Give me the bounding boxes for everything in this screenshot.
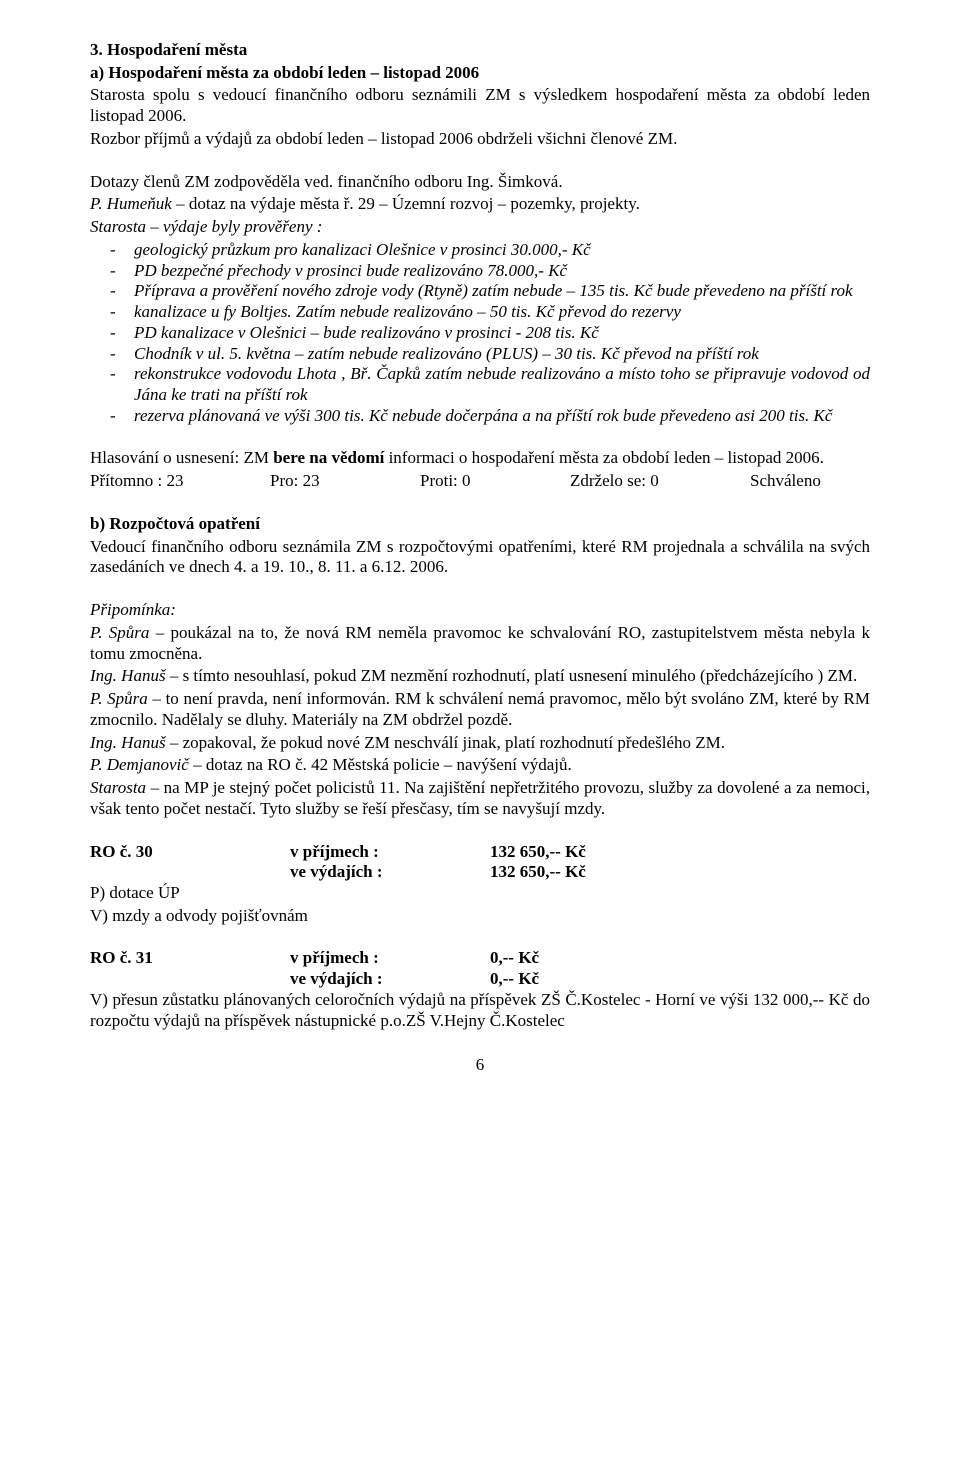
speaker-starosta-2: Starosta [90, 778, 146, 797]
ro-30-vydaje-label: ve výdajích : [290, 862, 490, 883]
pripominka-heading: Připomínka: [90, 600, 870, 621]
section-3: 3. Hospodaření města a) Hospodaření měst… [90, 40, 870, 150]
hlasovani-block: Hlasování o usnesení: ZM bere na vědomí … [90, 448, 870, 491]
speaker-demjanovic: P. Demjanovič [90, 755, 189, 774]
dotazy-block: Dotazy členů ZM zodpověděla ved. finančn… [90, 172, 870, 427]
pripominka-l1-rest: – s tímto nesouhlasí, pokud ZM nezmění r… [166, 666, 858, 685]
speaker-spura: P. Spůra [90, 623, 149, 642]
dotazy-line2-rest: – dotaz na výdaje města ř. 29 – Územní r… [172, 194, 640, 213]
ro-31-v-line: V) přesun zůstatku plánovaných celoroční… [90, 990, 870, 1031]
ro-30-block: RO č. 30 v příjmech : 132 650,-- Kč ve v… [90, 842, 870, 927]
section-3b-p1: Vedoucí finančního odboru seznámila ZM s… [90, 537, 870, 578]
starosta-intro: Starosta – výdaje byly prověřeny : [90, 217, 870, 238]
pripominka-l1: Ing. Hanuš – s tímto nesouhlasí, pokud Z… [90, 666, 870, 687]
pripominka-l4: P. Demjanovič – dotaz na RO č. 42 Městsk… [90, 755, 870, 776]
ro-30-v-line: V) mzdy a odvody pojišťovnám [90, 906, 870, 927]
ro-31-block: RO č. 31 v příjmech : 0,-- Kč ve výdajíc… [90, 948, 870, 1031]
ro-30-prijmy-label: v příjmech : [290, 842, 490, 863]
ro-31-row1: RO č. 31 v příjmech : 0,-- Kč [90, 948, 870, 969]
vote-pritomno: Přítomno : 23 [90, 471, 270, 492]
pripominka-l2-rest: – to není pravda, není informován. RM k … [90, 689, 870, 729]
starosta-intro-rest: – výdaje byly prověřeny : [146, 217, 322, 236]
dotazy-line1: Dotazy členů ZM zodpověděla ved. finančn… [90, 172, 870, 193]
speaker-starosta: Starosta [90, 217, 146, 236]
ro-30-prijmy-val: 132 650,-- Kč [490, 842, 690, 863]
list-item: Příprava a prověření nového zdroje vody … [134, 281, 870, 302]
ro-30-p-line: P) dotace ÚP [90, 883, 870, 904]
ro-31-vydaje-label: ve výdajích : [290, 969, 490, 990]
vote-zdrzelo: Zdrželo se: 0 [570, 471, 750, 492]
pripominka-l2: P. Spůra – to není pravda, není informov… [90, 689, 870, 730]
hlasovani-pre: Hlasování o usnesení: ZM [90, 448, 273, 467]
ro-31-label: RO č. 31 [90, 948, 290, 969]
pripominka-l5: Starosta – na MP je stejný počet policis… [90, 778, 870, 819]
ro-31-row2: ve výdajích : 0,-- Kč [90, 969, 870, 990]
section-3b-heading: b) Rozpočtová opatření [90, 514, 870, 535]
ro-30-vydaje-val: 132 650,-- Kč [490, 862, 690, 883]
pripominka-l0-rest: – poukázal na to, že nová RM neměla prav… [90, 623, 870, 663]
speaker-spura-2: P. Spůra [90, 689, 148, 708]
list-item: PD kanalizace v Olešnici – bude realizov… [134, 323, 870, 344]
pripominka-l3: Ing. Hanuš – zopakoval, že pokud nové ZM… [90, 733, 870, 754]
hlasovani-post: informaci o hospodaření města za období … [384, 448, 824, 467]
ro-31-vydaje-val: 0,-- Kč [490, 969, 690, 990]
pripominka-block: Připomínka: P. Spůra – poukázal na to, ž… [90, 600, 870, 819]
section-3a-heading: a) Hospodaření města za období leden – l… [90, 63, 870, 84]
ro-30-row2: ve výdajích : 132 650,-- Kč [90, 862, 870, 883]
dotazy-line2: P. Humeňuk – dotaz na výdaje města ř. 29… [90, 194, 870, 215]
pripominka-l3-rest: – zopakoval, že pokud nové ZM neschválí … [166, 733, 725, 752]
hlasovani-bold: bere na vědomí [273, 448, 384, 467]
page-number: 6 [90, 1055, 870, 1076]
list-item: rezerva plánovaná ve výši 300 tis. Kč ne… [134, 406, 870, 427]
list-item: kanalizace u fy Boltjes. Zatím nebude re… [134, 302, 870, 323]
ro-30-label: RO č. 30 [90, 842, 290, 863]
ro-30-row1: RO č. 30 v příjmech : 132 650,-- Kč [90, 842, 870, 863]
list-item: rekonstrukce vodovodu Lhota , Bř. Čapků … [134, 364, 870, 405]
section-3b: b) Rozpočtová opatření Vedoucí finančníh… [90, 514, 870, 578]
vote-result: Schváleno [750, 471, 821, 492]
pripominka-l0: P. Spůra – poukázal na to, že nová RM ne… [90, 623, 870, 664]
section-3-p2: Rozbor příjmů a výdajů za období leden –… [90, 129, 870, 150]
list-item: PD bezpečné přechody v prosinci bude rea… [134, 261, 870, 282]
hlasovani-text: Hlasování o usnesení: ZM bere na vědomí … [90, 448, 870, 469]
vote-pro: Pro: 23 [270, 471, 420, 492]
pripominka-l5-rest: – na MP je stejný počet policistů 11. Na… [90, 778, 870, 818]
ro-31-prijmy-label: v příjmech : [290, 948, 490, 969]
speaker-humenuk: P. Humeňuk [90, 194, 172, 213]
list-item: geologický průzkum pro kanalizaci Olešni… [134, 240, 870, 261]
section-3-heading: 3. Hospodaření města [90, 40, 870, 61]
list-item: Chodník v ul. 5. května – zatím nebude r… [134, 344, 870, 365]
speaker-hanus: Ing. Hanuš [90, 666, 166, 685]
vote-row: Přítomno : 23 Pro: 23 Proti: 0 Zdrželo s… [90, 471, 870, 492]
speaker-hanus-2: Ing. Hanuš [90, 733, 166, 752]
section-3-p1: Starosta spolu s vedoucí finančního odbo… [90, 85, 870, 126]
ro-31-prijmy-val: 0,-- Kč [490, 948, 690, 969]
starosta-bullet-list: geologický průzkum pro kanalizaci Olešni… [90, 240, 870, 427]
pripominka-l4-rest: – dotaz na RO č. 42 Městská policie – na… [189, 755, 572, 774]
vote-proti: Proti: 0 [420, 471, 570, 492]
